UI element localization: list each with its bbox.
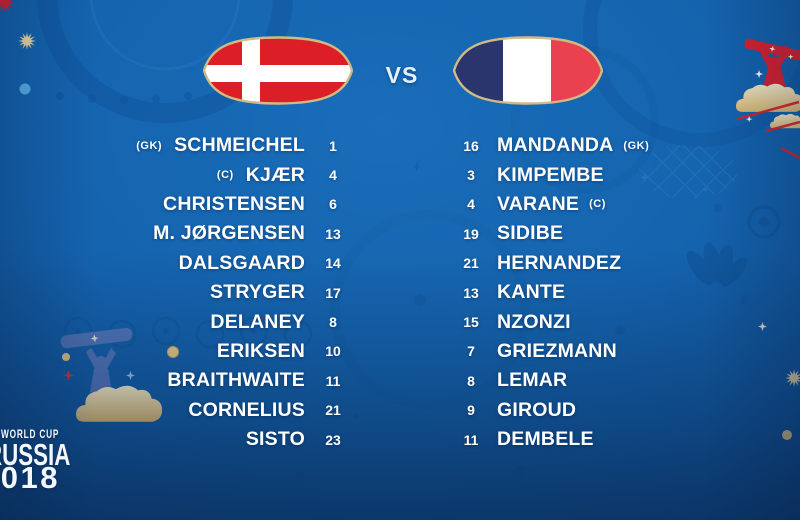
player-name: GRIEZMANN xyxy=(497,339,617,362)
player-row: BRAITHWAITE 11 xyxy=(100,366,348,395)
player-row: STRYGER 17 xyxy=(100,278,348,307)
player-number: 9 xyxy=(467,402,475,419)
player-name: GIROUD xyxy=(497,398,577,421)
logo-line-russia: RUSSIA xyxy=(0,437,71,472)
player-number: 1 xyxy=(329,137,337,154)
player-name: BRAITHWAITE xyxy=(167,369,305,392)
player-number: 11 xyxy=(463,431,479,448)
player-name: KIMPEMBE xyxy=(497,163,604,186)
player-number: 23 xyxy=(325,431,341,448)
vs-label: VS xyxy=(385,62,419,88)
player-number: 8 xyxy=(329,314,337,331)
player-name: CORNELIUS xyxy=(188,398,305,421)
home-lineup: (GK) SCHMEICHEL 1 (C) KJÆR 4 CHRISTENSEN 6 M. JØ… xyxy=(100,131,348,454)
player-row: CHRISTENSEN 6 xyxy=(100,190,348,219)
player-row: (C) KJÆR 4 xyxy=(100,160,348,189)
gold-dot-small-icon xyxy=(62,353,70,361)
player-number: 4 xyxy=(329,167,337,184)
player-row: DALSGAARD 14 xyxy=(100,249,348,278)
player-row: 8 LEMAR xyxy=(456,366,766,395)
player-name: KJÆR xyxy=(245,163,305,186)
player-number: 19 xyxy=(463,225,479,242)
player-row: CORNELIUS 21 xyxy=(100,396,348,425)
player-role-tag: (C) xyxy=(589,198,606,211)
world-cup-logo: WORLD CUP RUSSIA 2018 xyxy=(0,429,103,495)
red-banner-figure-illustration xyxy=(736,38,800,160)
player-number: 13 xyxy=(325,225,341,242)
player-name: DALSGAARD xyxy=(178,251,305,274)
player-name: LEMAR xyxy=(497,369,568,392)
france-flag-icon xyxy=(453,36,603,105)
player-number: 8 xyxy=(467,372,475,389)
player-name: DELANEY xyxy=(210,310,305,333)
player-number: 6 xyxy=(329,196,337,213)
player-number: 21 xyxy=(325,402,341,419)
player-name: MANDANDA xyxy=(497,134,614,157)
away-lineup: 16 MANDANDA (GK) 3 KIMPEMBE 4 VARANE (C) 19 SIDIB… xyxy=(456,131,766,454)
player-name: STRYGER xyxy=(210,281,305,304)
player-number: 11 xyxy=(325,372,341,389)
player-number: 3 xyxy=(467,167,475,184)
player-number: 7 xyxy=(467,343,475,360)
light-blue-dot-icon xyxy=(19,83,31,95)
player-name: SCHMEICHEL xyxy=(174,134,305,157)
player-row: 11 DEMBELE xyxy=(456,425,766,454)
player-number: 10 xyxy=(325,343,341,360)
player-row: DELANEY 8 xyxy=(100,307,348,336)
player-role-tag: (C) xyxy=(216,169,234,182)
logo-line-world-cup: WORLD CUP xyxy=(1,429,60,441)
player-role-tag: (GK) xyxy=(136,139,163,152)
player-name: NZONZI xyxy=(497,310,571,333)
player-row: 21 HERNANDEZ xyxy=(456,249,766,278)
player-name: SIDIBE xyxy=(497,222,564,245)
player-row: 9 GIROUD xyxy=(456,396,766,425)
player-row: 3 KIMPEMBE xyxy=(456,160,766,189)
player-name: CHRISTENSEN xyxy=(163,192,305,215)
player-name: HERNANDEZ xyxy=(497,251,622,274)
player-number: 16 xyxy=(463,137,479,154)
player-row: M. JØRGENSEN 13 xyxy=(100,219,348,248)
player-role-tag: (GK) xyxy=(623,139,650,152)
player-number: 21 xyxy=(463,255,479,272)
pattern-shapes xyxy=(37,0,800,479)
player-name: KANTE xyxy=(497,281,566,304)
player-row: 4 VARANE (C) xyxy=(456,190,766,219)
red-figure-icon xyxy=(759,45,790,68)
player-number: 14 xyxy=(325,255,341,272)
player-row: 15 NZONZI xyxy=(456,307,766,336)
player-row: 19 SIDIBE xyxy=(456,219,766,248)
player-row: SISTO 23 xyxy=(100,425,348,454)
player-name: M. JØRGENSEN xyxy=(153,222,305,245)
player-name: VARANE xyxy=(497,192,580,215)
player-number: 17 xyxy=(325,284,341,301)
blue-banner-figure-illustration xyxy=(60,327,163,422)
player-row: 16 MANDANDA (GK) xyxy=(456,131,766,160)
player-number: 15 xyxy=(463,314,479,331)
player-number: 13 xyxy=(463,284,479,301)
player-name: SISTO xyxy=(245,428,305,451)
player-row: ERIKSEN 10 xyxy=(100,337,348,366)
logo-line-2018: 2018 xyxy=(0,460,60,495)
player-row: 13 KANTE xyxy=(456,278,766,307)
denmark-flag-icon xyxy=(203,36,353,105)
player-row: (GK) SCHMEICHEL 1 xyxy=(100,131,348,160)
gold-dot-icon xyxy=(167,346,179,358)
player-number: 4 xyxy=(467,196,475,213)
player-name: DEMBELE xyxy=(497,428,594,451)
red-streaks-icon xyxy=(736,100,800,160)
gold-dot-icon xyxy=(782,430,792,440)
player-name: ERIKSEN xyxy=(216,339,305,362)
player-row: 7 GRIEZMANN xyxy=(456,337,766,366)
blue-figure-icon xyxy=(86,348,116,369)
